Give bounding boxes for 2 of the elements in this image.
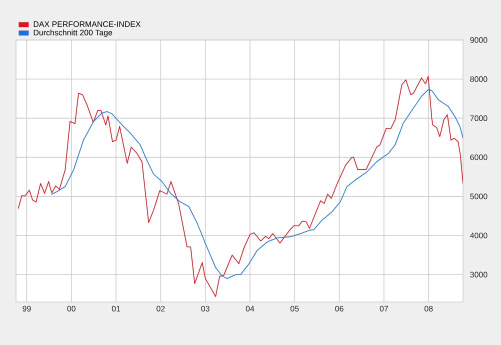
line-series [18, 76, 464, 297]
line-series [50, 89, 464, 279]
